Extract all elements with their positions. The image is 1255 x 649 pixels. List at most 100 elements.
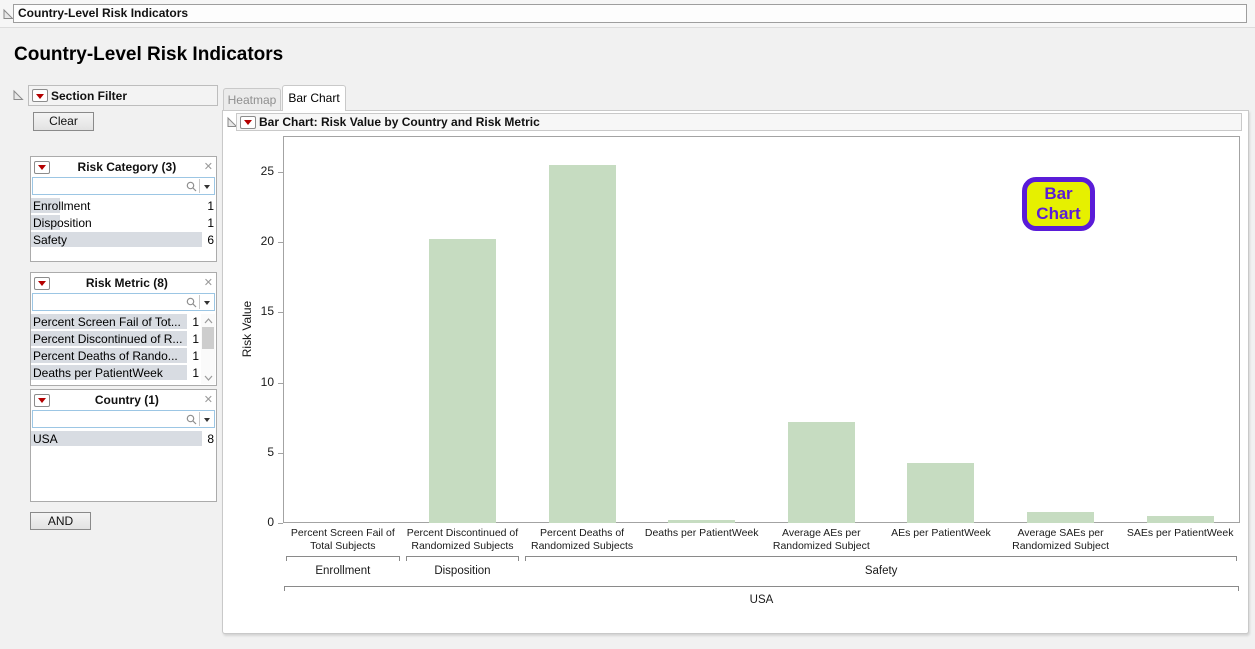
category-group-label: Enrollment [315, 565, 371, 577]
filter-item[interactable]: USA 8 [31, 430, 216, 447]
search-input[interactable] [33, 294, 186, 310]
search-icon [186, 181, 197, 191]
y-axis-tick-mark [278, 172, 283, 173]
filter-item-label: Percent Deaths of Rando... [33, 348, 178, 363]
filter-item-label: Percent Screen Fail of Tot... [33, 314, 181, 329]
filter-item-label: USA [33, 431, 58, 446]
filter-item[interactable]: Safety 6 [31, 231, 216, 248]
filter-item[interactable]: Enrollment 1 [31, 197, 216, 214]
category-group-bracket [525, 556, 1237, 561]
bar[interactable] [1027, 511, 1095, 523]
filter-item-label: Enrollment [33, 198, 91, 213]
x-axis-category-label: Deaths per PatientWeek [644, 527, 759, 539]
y-axis-tick-label: 0 [267, 515, 274, 529]
filter-item-count-bar [31, 198, 61, 213]
y-axis-title: Risk Value [240, 300, 254, 358]
filter-item-count-bar [31, 314, 187, 329]
x-axis-category-label: Average SAEs per Randomized Subject [1012, 527, 1109, 552]
bar[interactable] [907, 462, 975, 523]
y-axis-tick-label: 10 [260, 374, 274, 389]
bar[interactable] [668, 520, 736, 523]
filter-item[interactable]: Percent Deaths of Rando... 1 [31, 347, 201, 364]
country-title: Country (1) [94, 393, 159, 407]
x-axis-category-label: Percent Screen Fail of Total Subjects [290, 527, 395, 552]
risk-category-search[interactable] [32, 177, 215, 195]
tab-bar-chart[interactable]: Bar Chart [282, 85, 346, 111]
risk-metric-search[interactable] [32, 293, 215, 311]
x-axis-category-label: SAEs per PatientWeek [1126, 527, 1234, 539]
filter-item-count: 1 [192, 348, 199, 363]
country-close-icon[interactable]: ✕ [203, 393, 213, 406]
y-axis-tick-mark [278, 523, 283, 524]
bar-chart-badge: Bar Chart [1022, 177, 1095, 231]
x-axis-category-label: AEs per PatientWeek [891, 527, 991, 539]
section-filter-header: Section Filter [28, 85, 218, 106]
filter-item-count-bar [31, 215, 61, 230]
filter-item-count: 1 [192, 365, 199, 380]
scroll-down-icon[interactable] [201, 371, 215, 384]
search-dropdown-icon[interactable] [200, 178, 214, 194]
tab-heatmap[interactable]: Heatmap [223, 88, 281, 111]
disclosure-triangle-icon[interactable] [2, 8, 14, 20]
outer-group-label: USA [749, 594, 774, 606]
bar[interactable] [548, 164, 616, 523]
bar-chart-disclosure-icon[interactable] [226, 116, 238, 128]
filter-group-country: Country (1) ✕ USA 8 [30, 389, 217, 502]
bar-chart-menu-icon[interactable] [240, 115, 256, 129]
bar-chart-outline-header: Bar Chart: Risk Value by Country and Ris… [236, 113, 1242, 131]
badge-line-1: Bar [1044, 184, 1073, 203]
filter-item[interactable]: Percent Discontinued of R... 1 [31, 330, 201, 347]
search-input[interactable] [33, 411, 186, 427]
filter-group-risk-metric: Risk Metric (8) ✕ Percent Screen Fail of… [30, 272, 217, 386]
bar-chart-outline-title: Bar Chart: Risk Value by Country and Ris… [259, 115, 540, 129]
filter-item-count: 8 [207, 431, 214, 446]
filter-item-count: 1 [192, 331, 199, 346]
risk-metric-scrollbar[interactable] [201, 314, 215, 384]
bar[interactable] [787, 421, 855, 523]
section-filter-disclosure-icon[interactable] [12, 89, 24, 101]
search-icon [186, 414, 197, 424]
filter-item-count: 1 [207, 198, 214, 213]
risk-metric-close-icon[interactable]: ✕ [203, 276, 213, 289]
country-menu-icon[interactable] [34, 393, 50, 407]
window-title: Country-Level Risk Indicators [13, 4, 1247, 23]
search-dropdown-icon[interactable] [200, 411, 214, 427]
risk-metric-menu-icon[interactable] [34, 276, 50, 290]
filter-group-risk-category: Risk Category (3) ✕ Enrollment 1 Dispositi… [30, 156, 217, 262]
y-axis-tick-mark [278, 382, 283, 384]
risk-category-close-icon[interactable]: ✕ [203, 160, 213, 173]
filter-item[interactable]: Percent Screen Fail of Tot... 1 [31, 313, 201, 330]
filter-item[interactable]: Deaths per PatientWeek 1 [31, 364, 201, 381]
search-input[interactable] [33, 178, 186, 194]
x-axis-category-label: Percent Deaths of Randomized Subjects [530, 527, 634, 552]
filter-item[interactable]: Disposition 1 [31, 214, 216, 231]
risk-category-title: Risk Category (3) [77, 160, 177, 174]
section-filter-title: Section Filter [51, 88, 128, 103]
search-dropdown-icon[interactable] [200, 294, 214, 310]
category-group-label: Disposition [434, 565, 491, 577]
and-button[interactable]: AND [30, 512, 91, 530]
category-group-bracket [405, 556, 520, 561]
bar[interactable] [1146, 515, 1214, 523]
country-search[interactable] [32, 410, 215, 428]
scrollbar-thumb[interactable] [202, 327, 214, 349]
search-icon [186, 297, 197, 307]
filter-item-count-bar [31, 365, 187, 380]
filter-item-label: Deaths per PatientWeek [33, 365, 163, 380]
bar[interactable] [428, 239, 496, 523]
clear-button[interactable]: Clear [33, 112, 94, 131]
filter-item-label: Safety [33, 232, 68, 247]
filter-item-count: 1 [207, 215, 214, 230]
filter-item-label: Percent Discontinued of R... [33, 331, 183, 346]
plot-area[interactable] [283, 136, 1240, 523]
y-axis-tick-mark [278, 312, 283, 314]
risk-category-menu-icon[interactable] [34, 160, 50, 174]
y-axis-tick-mark [278, 452, 283, 454]
y-axis-tick-label: 5 [267, 444, 274, 459]
page-title: Country-Level Risk Indicators [14, 44, 284, 65]
filter-item-count: 6 [207, 232, 214, 247]
filter-item-count: 1 [192, 314, 199, 329]
scroll-up-icon[interactable] [201, 314, 215, 327]
section-filter-menu-icon[interactable] [32, 89, 48, 102]
